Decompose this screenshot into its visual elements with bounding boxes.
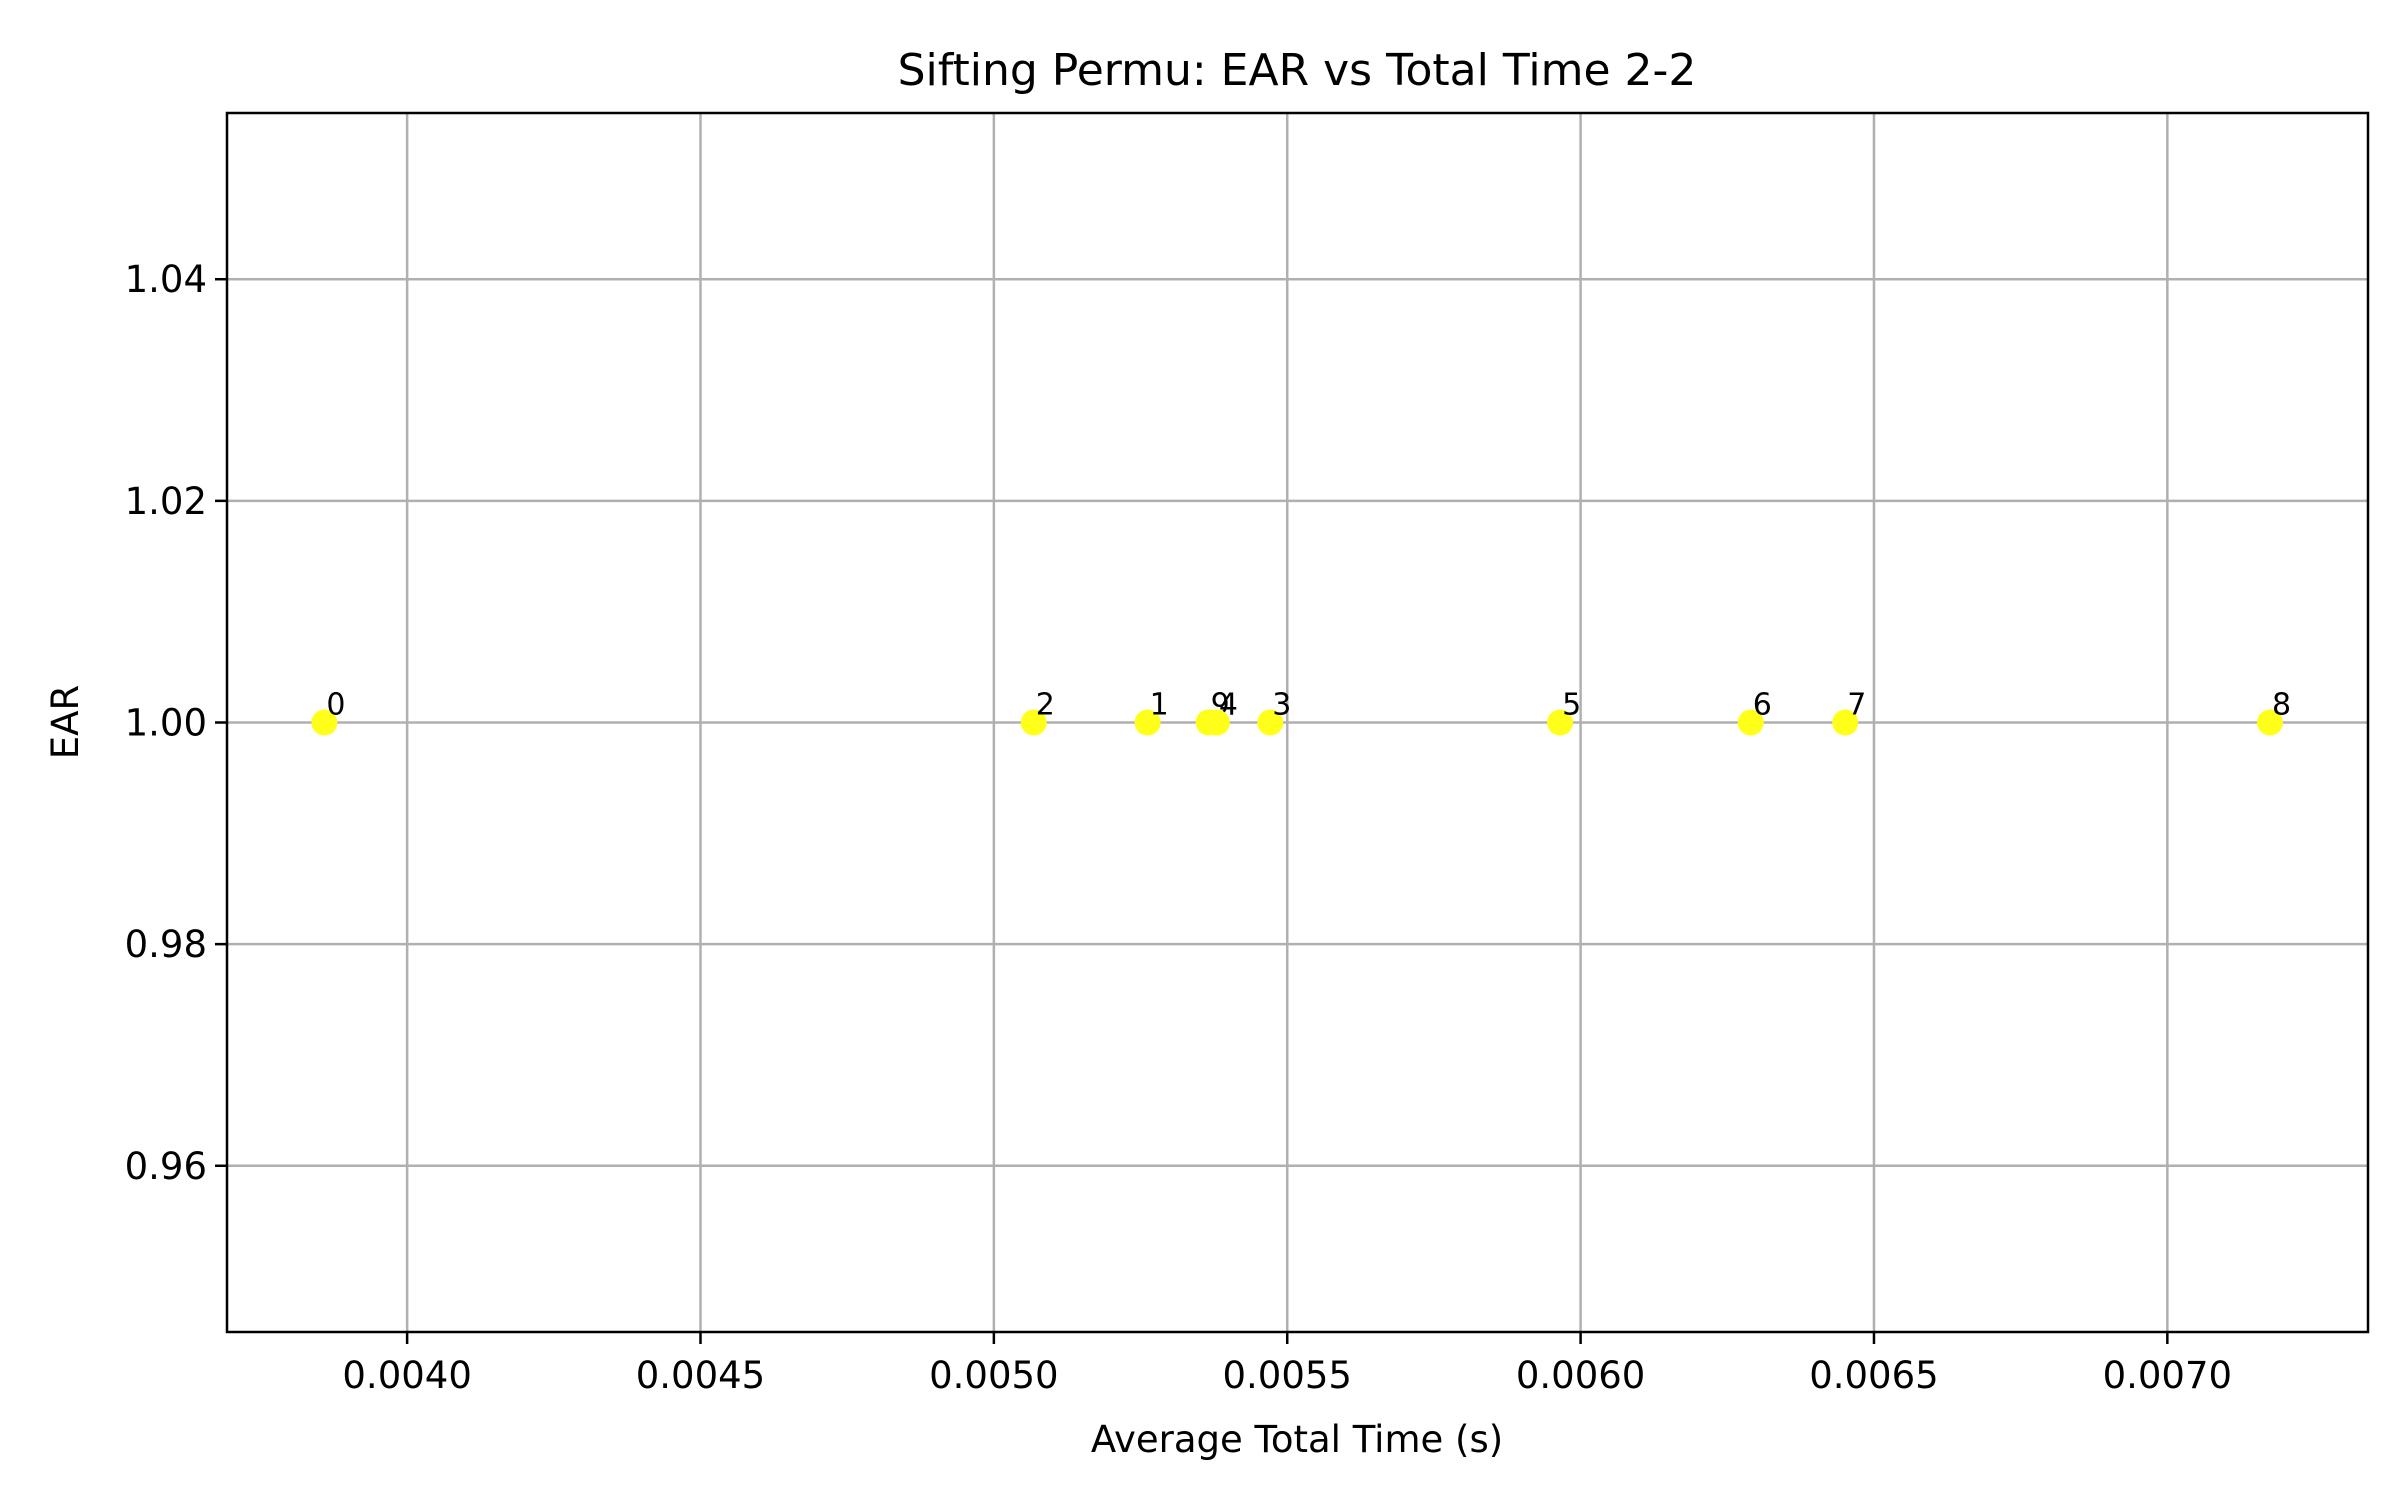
- x-tick-label: 0.0070: [2103, 1354, 2232, 1397]
- point-label-6: 6: [1753, 688, 1772, 723]
- data-point-5: [1547, 709, 1574, 736]
- point-label-7: 7: [1847, 688, 1866, 723]
- x-tick-label: 0.0060: [1516, 1354, 1645, 1397]
- grid: [227, 113, 2368, 1332]
- y-tick-label: 1.00: [125, 702, 207, 745]
- y-axis-label: EAR: [44, 685, 87, 759]
- x-tick-label: 0.0055: [1222, 1354, 1351, 1397]
- data-point-1: [1134, 709, 1161, 736]
- x-tick-label: 0.0050: [929, 1354, 1058, 1397]
- x-axis-label: Average Total Time (s): [1091, 1418, 1503, 1461]
- point-label-5: 5: [1562, 688, 1581, 723]
- data-point-4: [1203, 709, 1230, 736]
- point-label-1: 1: [1150, 688, 1169, 723]
- point-label-4: 4: [1219, 688, 1238, 723]
- x-tick-label: 0.0040: [342, 1354, 471, 1397]
- point-label-0: 0: [326, 688, 345, 723]
- chart-title: Sifting Permu: EAR vs Total Time 2-2: [898, 45, 1697, 96]
- x-tick-label: 0.0045: [636, 1354, 765, 1397]
- data-point-8: [2257, 709, 2284, 736]
- y-tick-label: 0.96: [125, 1145, 207, 1188]
- x-tick-label: 0.0065: [1809, 1354, 1938, 1397]
- y-tick-label: 1.02: [125, 480, 207, 523]
- data-points: 0 2 1 94 3 5 6 7 8: [311, 688, 2291, 736]
- point-label-8: 8: [2272, 688, 2291, 723]
- point-label-2: 2: [1036, 688, 1055, 723]
- data-point-2: [1020, 709, 1047, 736]
- data-point-3: [1257, 709, 1284, 736]
- data-point-0: [311, 709, 338, 736]
- data-point-7: [1832, 709, 1859, 736]
- y-tick-label: 1.04: [125, 258, 207, 301]
- y-tick-label: 0.98: [125, 923, 207, 966]
- axis-ticks: 0.0040 0.0045 0.0050 0.0055 0.0060 0.0065 0.00…: [125, 258, 2232, 1397]
- data-point-6: [1737, 709, 1764, 736]
- point-label-3: 3: [1272, 688, 1291, 723]
